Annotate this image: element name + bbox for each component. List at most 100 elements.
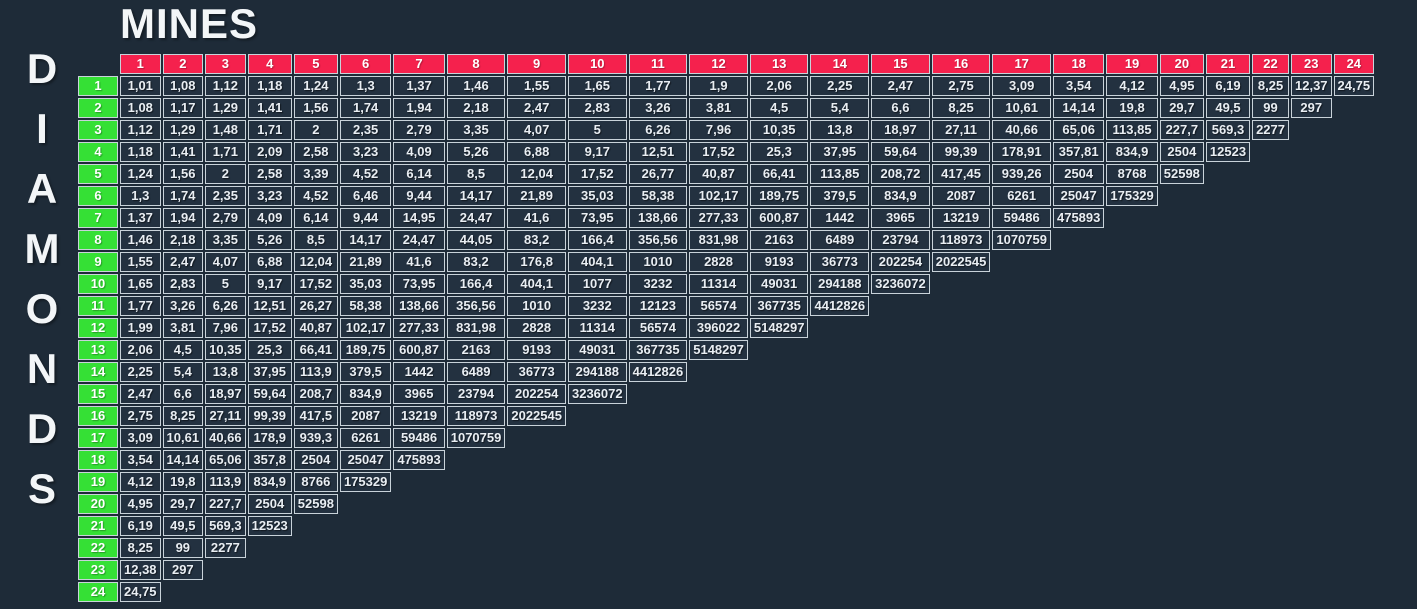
empty-cell	[447, 560, 506, 580]
empty-cell	[1252, 296, 1289, 316]
mines-column-header: 4	[247, 54, 292, 74]
multiplier-cell: 831,98	[446, 318, 506, 338]
empty-cell	[689, 494, 748, 514]
multiplier-cell: 9,17	[567, 142, 627, 162]
multiplier-cell: 29,7	[1159, 98, 1204, 118]
empty-cell	[871, 296, 930, 316]
empty-cell	[1334, 362, 1375, 382]
empty-cell	[294, 516, 338, 536]
empty-cell	[1160, 340, 1204, 360]
table-row: 21 6,19 49,5 569,3 12523	[78, 516, 1374, 536]
empty-cell	[1106, 582, 1157, 602]
multiplier-cell: 2,47	[162, 252, 204, 272]
empty-cell	[1160, 252, 1204, 272]
empty-cell	[1160, 428, 1204, 448]
multiplier-cell: 1,37	[393, 76, 445, 96]
multiplier-cell: 3236072	[567, 384, 627, 404]
multiplier-cell: 40,66	[205, 428, 246, 448]
multiplier-cell: 176,8	[507, 252, 566, 272]
multiplier-cell: 65,06	[205, 450, 246, 470]
multiplier-cell: 17,52	[293, 274, 338, 294]
diamonds-row-header: 23	[78, 560, 118, 580]
multiplier-cell: 113,85	[810, 164, 870, 184]
table-row: 15 2,47 6,6 18,97 59,64 208,7 834,9 3965 23794 20…	[78, 384, 1374, 404]
multiplier-cell: 2,58	[247, 164, 292, 184]
multiplier-cell: 1,29	[205, 98, 246, 118]
multiplier-cell: 40,87	[689, 164, 748, 184]
empty-cell	[1160, 318, 1204, 338]
multiplier-cell: 2,83	[567, 98, 627, 118]
corner-cell	[78, 54, 118, 74]
empty-cell	[1106, 538, 1157, 558]
multiplier-cell: 25,3	[749, 142, 809, 162]
empty-cell	[810, 516, 869, 536]
empty-cell	[992, 582, 1051, 602]
empty-cell	[1252, 560, 1289, 580]
empty-cell	[932, 406, 991, 426]
multiplier-cell: 2828	[689, 252, 748, 272]
multiplier-cell: 1,12	[120, 120, 161, 140]
empty-cell	[1252, 164, 1289, 184]
empty-cell	[932, 516, 991, 536]
empty-cell	[1160, 208, 1204, 228]
multiplier-cell: 12,04	[507, 164, 566, 184]
empty-cell	[248, 582, 292, 602]
empty-cell	[992, 274, 1051, 294]
mines-column-header: 8	[446, 54, 506, 74]
multiplier-cell: 404,1	[567, 252, 627, 272]
mines-column-header: 23	[1291, 54, 1332, 74]
multiplier-cell: 6,6	[162, 384, 204, 404]
multiplier-cell: 1,65	[120, 274, 161, 294]
diamonds-row-header: 7	[78, 208, 118, 228]
multiplier-cell: 21,89	[339, 252, 392, 272]
mines-column-header: 24	[1333, 54, 1375, 74]
multiplier-cell: 277,33	[393, 318, 445, 338]
diamonds-row-header: 5	[78, 164, 118, 184]
table-row: 23 12,38 297	[78, 560, 1374, 580]
empty-cell	[1106, 318, 1157, 338]
empty-cell	[340, 560, 391, 580]
multiplier-cell: 99	[1252, 98, 1289, 118]
multiplier-cell: 227,7	[205, 494, 246, 514]
multiplier-cell: 52598	[293, 494, 338, 514]
empty-cell	[568, 428, 627, 448]
diamonds-row-header: 19	[78, 472, 118, 492]
multiplier-cell: 10,61	[992, 98, 1051, 118]
multiplier-cell: 56574	[628, 318, 688, 338]
empty-cell	[1053, 296, 1104, 316]
empty-cell	[393, 560, 444, 580]
empty-cell	[1252, 450, 1289, 470]
empty-cell	[1053, 274, 1104, 294]
empty-cell	[1106, 252, 1157, 272]
empty-cell	[1334, 340, 1375, 360]
empty-cell	[871, 450, 930, 470]
multiplier-cell: 2163	[749, 230, 809, 250]
empty-cell	[689, 560, 748, 580]
multiplier-cell: 2,35	[205, 186, 246, 206]
empty-cell	[932, 560, 991, 580]
multiplier-cell: 3,09	[120, 428, 161, 448]
multiplier-cell: 1,37	[120, 208, 161, 228]
multiplier-cell: 2,79	[205, 208, 246, 228]
multiplier-cell: 367735	[628, 340, 688, 360]
multiplier-cell: 14,95	[393, 208, 445, 228]
empty-cell	[932, 472, 991, 492]
table-row: 18 3,54 14,14 65,06 357,8 2504 25047 475893	[78, 450, 1374, 470]
multiplier-cell: 2277	[205, 538, 246, 558]
empty-cell	[1160, 296, 1204, 316]
empty-cell	[1291, 582, 1332, 602]
diamonds-row-header: 6	[78, 186, 118, 206]
empty-cell	[992, 428, 1051, 448]
multiplier-cell: 49031	[749, 274, 809, 294]
multiplier-cell: 2,25	[810, 76, 870, 96]
multiplier-cell: 9,44	[339, 208, 392, 228]
multiplier-cell: 4,5	[749, 98, 809, 118]
empty-cell	[1106, 384, 1157, 404]
empty-cell	[1334, 230, 1375, 250]
empty-cell	[1053, 494, 1104, 514]
multiplier-cell: 73,95	[567, 208, 627, 228]
multiplier-cell: 834,9	[247, 472, 292, 492]
empty-cell	[1291, 406, 1332, 426]
multiplier-cell: 1,08	[162, 76, 204, 96]
